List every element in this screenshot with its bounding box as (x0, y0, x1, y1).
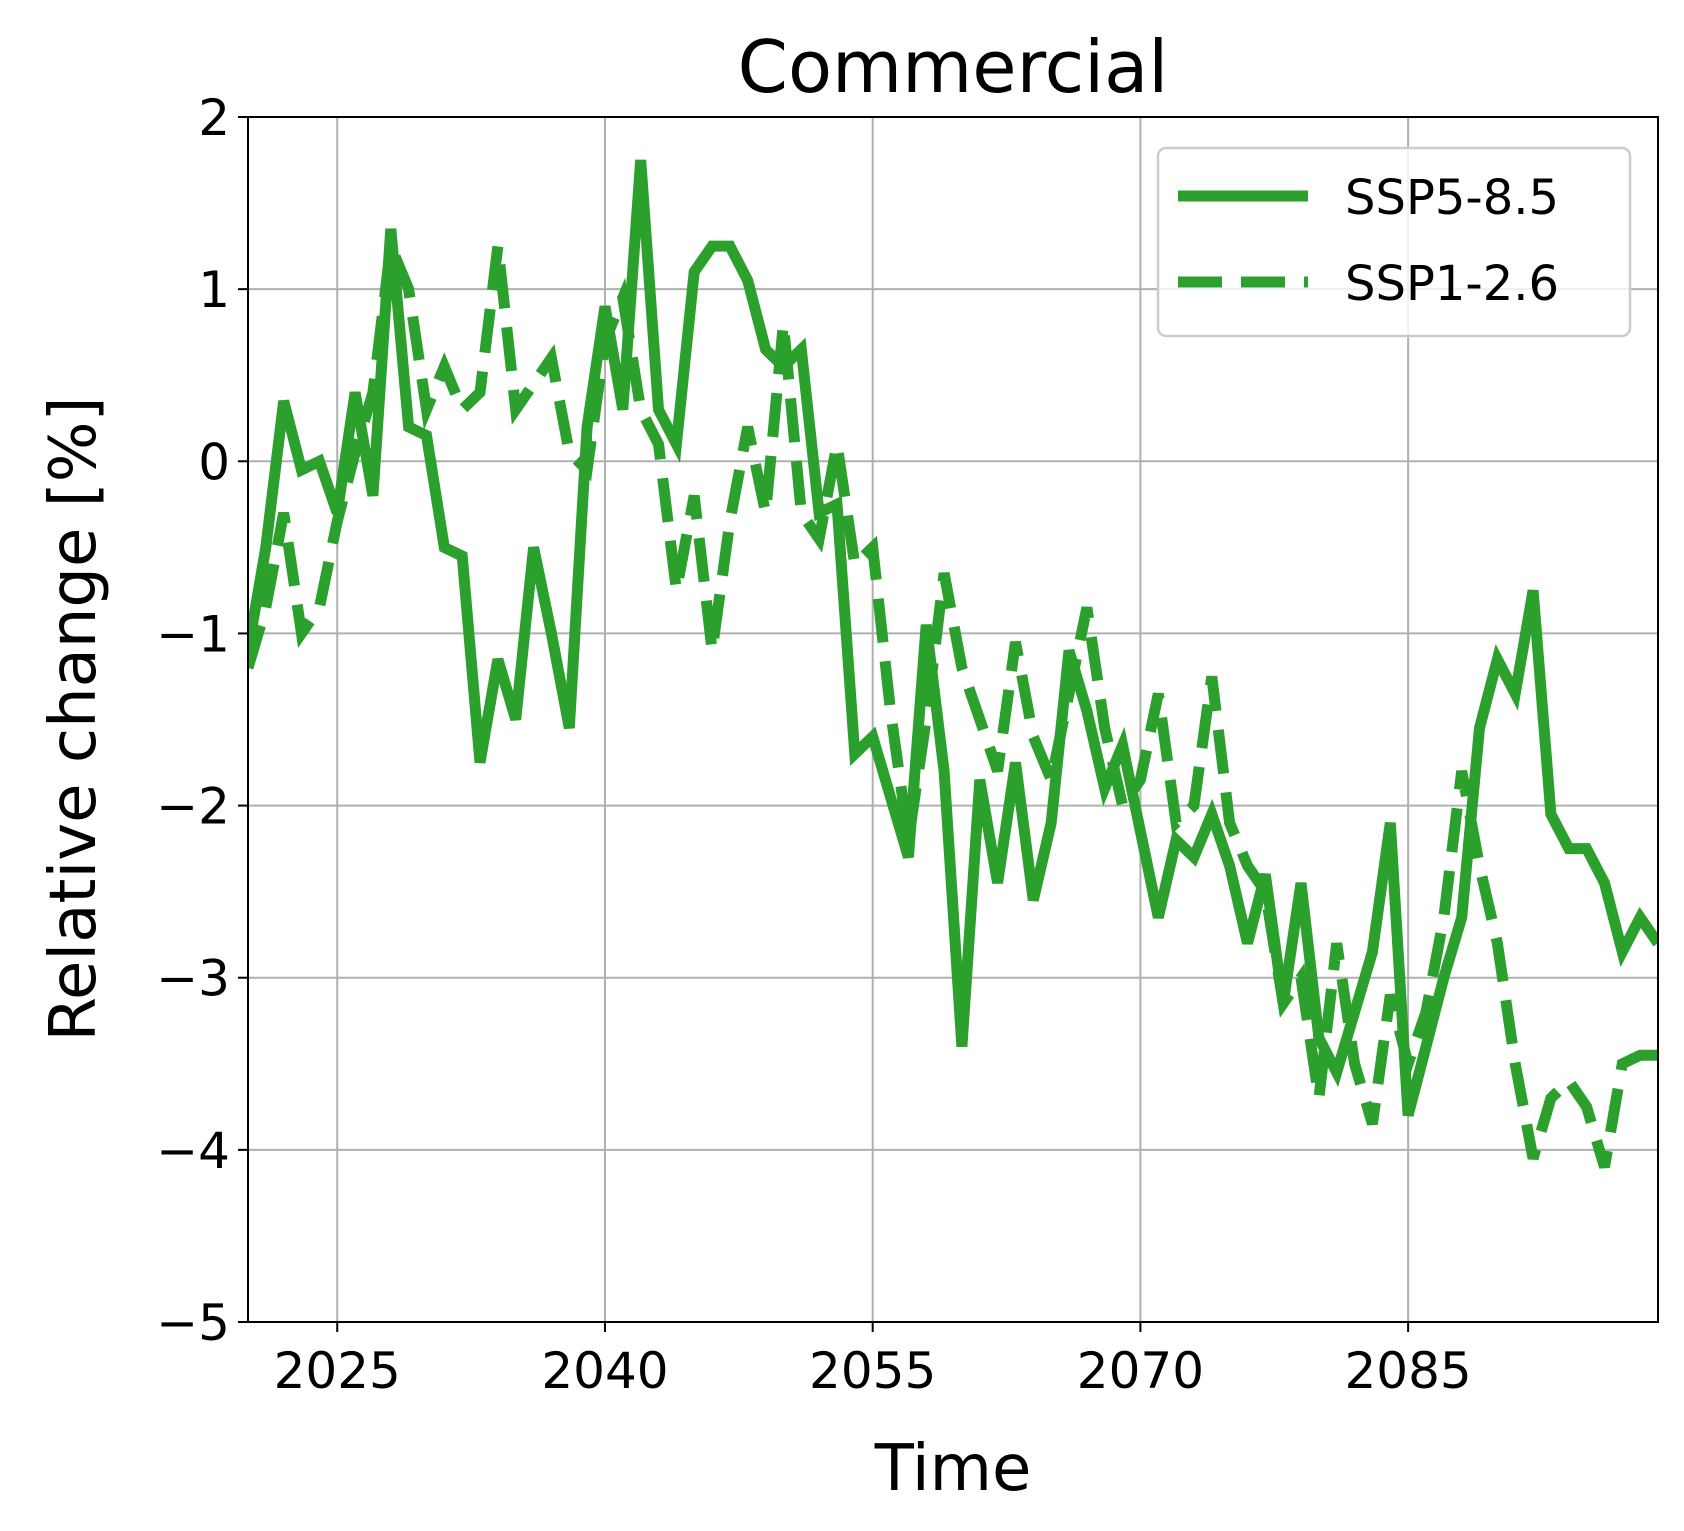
x-tick-label: 2055 (809, 1342, 936, 1400)
axis-ticks: 2025 2040 2055 2070 2085 2 1 0 −1 −2 −3 −4 −5 (156, 89, 1471, 1400)
legend-label-ssp126: SSP1-2.6 (1345, 256, 1559, 312)
legend-label-ssp585: SSP5-8.5 (1345, 170, 1559, 226)
y-tick-label: −3 (156, 950, 230, 1008)
y-tick-label: −1 (156, 605, 230, 663)
x-tick-label: 2040 (541, 1342, 668, 1400)
y-axis-label: Relative change [%] (37, 396, 111, 1041)
y-tick-label: −2 (156, 778, 230, 836)
y-tick-label: 0 (198, 433, 230, 491)
series-line-ssp1-2-6 (248, 224, 1658, 1169)
x-tick-label: 2025 (274, 1342, 401, 1400)
x-tick-label: 2085 (1345, 1342, 1472, 1400)
x-axis-label: Time (874, 1432, 1032, 1506)
chart-title: Commercial (738, 25, 1169, 109)
series-line-ssp5-8-5 (248, 159, 1658, 1117)
y-tick-label: 2 (198, 89, 230, 147)
plot-frame (247, 116, 1659, 1323)
y-tick-label: −5 (156, 1294, 230, 1352)
legend: SSP5-8.5 SSP1-2.6 (1156, 146, 1632, 338)
y-tick-label: −4 (156, 1122, 230, 1180)
plot-series (248, 159, 1658, 1169)
y-tick-label: 1 (198, 261, 230, 319)
x-tick-label: 2070 (1077, 1342, 1204, 1400)
